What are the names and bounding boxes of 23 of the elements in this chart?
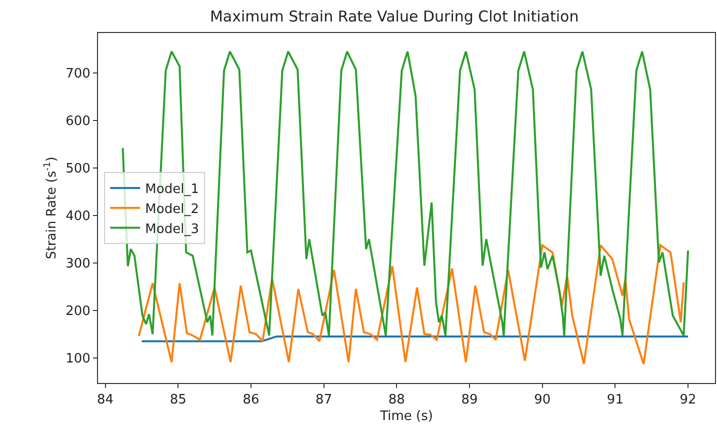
y-tick-label: 500 bbox=[66, 161, 90, 176]
x-axis-title: Time (s) bbox=[379, 409, 433, 424]
x-tick-label: 86 bbox=[242, 392, 260, 408]
x-tick-label: 92 bbox=[680, 392, 696, 408]
x-tick-label: 88 bbox=[388, 392, 405, 408]
line-series bbox=[138, 244, 685, 365]
x-tick-label: 89 bbox=[461, 392, 478, 408]
y-tick-label: 100 bbox=[66, 351, 90, 366]
y-tick-label: 200 bbox=[66, 304, 90, 319]
x-tick-label: 91 bbox=[606, 392, 624, 408]
y-tick-label: 300 bbox=[66, 256, 90, 272]
chart-title: Maximum Strain Rate Value During Clot Initiation bbox=[210, 8, 579, 26]
x-tick-label: 87 bbox=[316, 392, 332, 408]
legend-label: Model_3 bbox=[145, 222, 199, 237]
y-tick-label: 700 bbox=[66, 66, 90, 82]
line-series bbox=[122, 50, 690, 337]
legend-label: Model_1 bbox=[145, 182, 199, 198]
x-tick-label: 84 bbox=[97, 392, 114, 408]
x-tick-label: 90 bbox=[534, 392, 551, 408]
y-tick-label: 600 bbox=[66, 114, 90, 129]
y-tick-label: 400 bbox=[66, 208, 90, 224]
x-tick-label: 85 bbox=[170, 392, 186, 408]
legend-label: Model_2 bbox=[145, 202, 199, 217]
